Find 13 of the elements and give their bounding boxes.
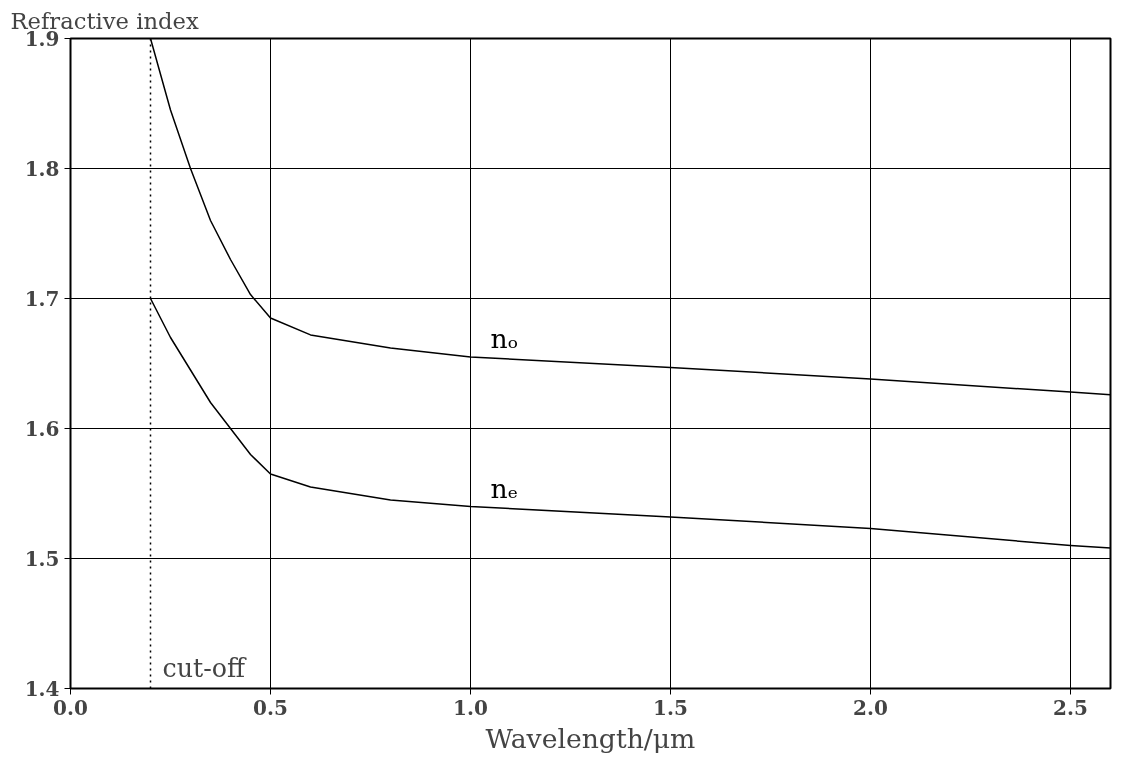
- x-tick-label: 0.5: [253, 695, 288, 720]
- x-tick-label: 2.0: [853, 695, 888, 720]
- x-tick-label: 1.5: [653, 695, 688, 720]
- y-tick-label: 1.7: [24, 287, 60, 311]
- y-tick-label: 1.5: [24, 547, 60, 571]
- x-tick-label: 2.5: [1053, 695, 1088, 720]
- y-tick-label: 1.6: [24, 417, 60, 441]
- x-tick-label: 1.0: [453, 695, 488, 720]
- x-axis-title: Wavelength/μm: [485, 722, 696, 754]
- series-label: nₒ: [490, 323, 518, 355]
- series-label: nₑ: [490, 472, 518, 504]
- y-tick-label: 1.8: [24, 157, 60, 181]
- ref-line-label: cut-off: [162, 652, 247, 683]
